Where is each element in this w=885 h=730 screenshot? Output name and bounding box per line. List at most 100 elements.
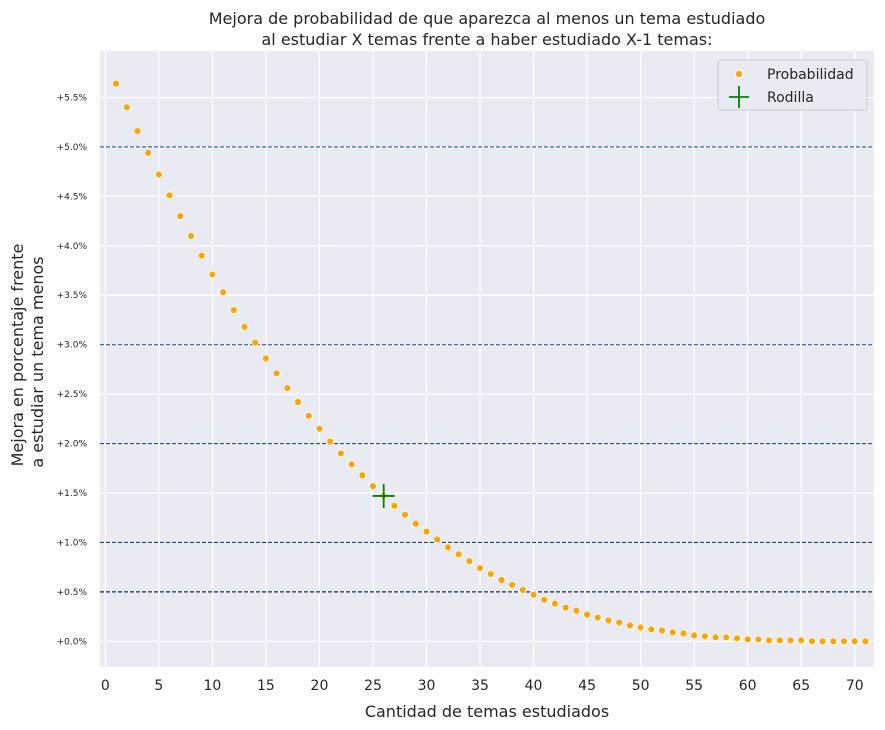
point-probabilidad-21 — [326, 437, 335, 446]
legend-label-rodilla: Rodilla — [767, 90, 814, 106]
x-tick-label-7: 35 — [471, 678, 489, 694]
x-tick-label-12: 60 — [739, 678, 757, 694]
x-tick-label-14: 70 — [846, 678, 864, 694]
point-probabilidad-28 — [401, 510, 410, 519]
point-probabilidad-6 — [165, 191, 174, 200]
y-tick-label-4: +2.0% — [57, 440, 88, 450]
y-tick-label-7: +3.5% — [57, 291, 88, 301]
point-probabilidad-5 — [154, 170, 163, 179]
point-probabilidad-48 — [615, 618, 624, 627]
point-probabilidad-33 — [454, 550, 463, 559]
point-probabilidad-39 — [518, 585, 527, 594]
point-probabilidad-67 — [818, 637, 827, 646]
point-probabilidad-36 — [486, 570, 495, 578]
x-tick-label-4: 20 — [311, 678, 329, 694]
point-probabilidad-53 — [668, 628, 677, 637]
legend-marker-probabilidad — [735, 70, 743, 78]
point-probabilidad-12 — [229, 306, 238, 314]
point-probabilidad-61 — [754, 635, 763, 644]
legend: Probabilidad Rodilla — [717, 59, 868, 111]
point-rodilla-26 — [372, 483, 395, 508]
point-probabilidad-20 — [315, 424, 324, 433]
x-tick-label-9: 45 — [578, 678, 596, 694]
x-ticks: 0 5 10 15 20 25 30 35 40 45 50 55 60 65 70 — [101, 678, 864, 694]
point-probabilidad-45 — [583, 610, 591, 619]
point-probabilidad-69 — [840, 637, 848, 646]
point-probabilidad-7 — [176, 212, 185, 221]
y-tick-label-10: +5.0% — [57, 143, 88, 153]
point-probabilidad-59 — [733, 634, 741, 643]
point-probabilidad-40 — [529, 590, 538, 599]
legend-box — [717, 59, 868, 111]
point-probabilidad-16 — [272, 369, 281, 378]
point-probabilidad-15 — [262, 354, 270, 363]
point-probabilidad-30 — [422, 527, 431, 536]
point-probabilidad-56 — [700, 632, 709, 641]
legend-marker-rodilla — [729, 86, 749, 108]
point-probabilidad-70 — [850, 637, 859, 646]
point-probabilidad-10 — [208, 270, 217, 279]
point-probabilidad-63 — [775, 636, 784, 645]
x-tick-label-0: 0 — [101, 678, 110, 694]
point-probabilidad-41 — [540, 595, 549, 604]
y-tick-label-0: +0.0% — [57, 637, 88, 647]
data-points — [112, 79, 870, 646]
point-probabilidad-8 — [187, 231, 195, 240]
point-probabilidad-62 — [765, 636, 773, 645]
point-probabilidad-11 — [219, 288, 228, 297]
point-probabilidad-17 — [283, 384, 292, 393]
point-probabilidad-66 — [808, 637, 816, 646]
point-probabilidad-19 — [304, 411, 313, 420]
point-probabilidad-71 — [861, 637, 870, 646]
point-probabilidad-4 — [144, 148, 153, 157]
point-probabilidad-35 — [476, 564, 484, 573]
point-probabilidad-18 — [294, 398, 302, 406]
point-probabilidad-50 — [636, 623, 645, 632]
point-probabilidad-60 — [743, 635, 752, 644]
y-tick-label-8: +4.0% — [57, 242, 88, 252]
x-tick-label-13: 65 — [792, 678, 810, 694]
y-tick-label-6: +3.0% — [57, 341, 88, 351]
point-probabilidad-43 — [561, 603, 570, 612]
point-probabilidad-47 — [604, 616, 613, 625]
point-probabilidad-22 — [336, 449, 345, 458]
point-probabilidad-65 — [797, 636, 806, 645]
point-probabilidad-51 — [647, 625, 656, 634]
chart-title-line-1: Mejora de probabilidad de que aparezca a… — [209, 9, 766, 28]
point-probabilidad-2 — [122, 103, 131, 112]
point-probabilidad-32 — [444, 543, 452, 552]
point-probabilidad-64 — [786, 636, 795, 645]
point-probabilidad-44 — [572, 606, 581, 615]
x-tick-label-8: 40 — [525, 678, 543, 694]
point-probabilidad-3 — [133, 127, 142, 135]
point-probabilidad-13 — [240, 322, 249, 331]
chart-title-line-2: al estudiar X temas frente a haber estud… — [262, 30, 713, 49]
point-probabilidad-9 — [197, 251, 206, 260]
point-probabilidad-42 — [551, 599, 559, 608]
point-probabilidad-52 — [658, 626, 666, 635]
y-tick-label-11: +5.5% — [57, 93, 88, 103]
y-tick-label-3: +1.5% — [57, 489, 88, 499]
point-probabilidad-58 — [722, 633, 731, 642]
legend-label-probabilidad: Probabilidad — [767, 67, 854, 83]
point-probabilidad-34 — [465, 557, 474, 566]
point-probabilidad-38 — [508, 581, 517, 589]
point-probabilidad-14 — [251, 338, 260, 347]
x-tick-label-2: 10 — [203, 678, 221, 694]
y-tick-label-2: +1.0% — [57, 538, 88, 548]
point-probabilidad-49 — [626, 621, 634, 630]
point-probabilidad-27 — [390, 501, 399, 510]
x-tick-label-11: 55 — [685, 678, 703, 694]
y-axis-label-line-1: Mejora en porcentaje frente — [8, 244, 27, 467]
x-tick-label-1: 5 — [154, 678, 163, 694]
y-tick-label-1: +0.5% — [57, 588, 88, 598]
point-probabilidad-54 — [679, 629, 688, 638]
x-tick-label-6: 30 — [418, 678, 436, 694]
x-axis-label: Cantidad de temas estudiados — [365, 702, 609, 721]
point-probabilidad-55 — [690, 631, 699, 640]
x-tick-label-10: 50 — [632, 678, 650, 694]
point-probabilidad-37 — [497, 576, 506, 584]
point-probabilidad-25 — [369, 482, 377, 490]
y-axis-label-line-2: a estudiar un tema menos — [28, 256, 47, 467]
